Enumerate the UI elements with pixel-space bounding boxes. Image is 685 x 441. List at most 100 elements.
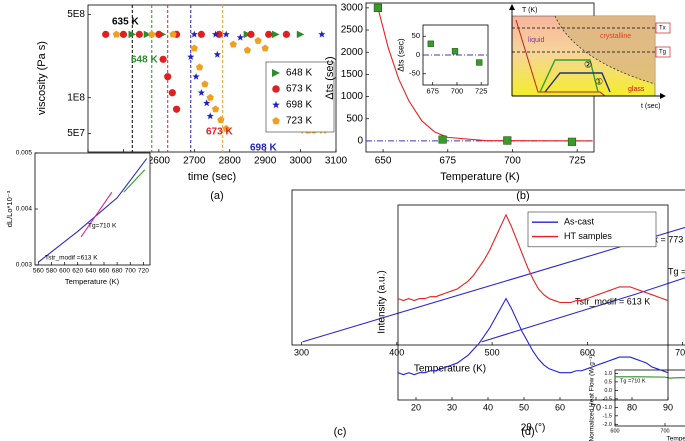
marker	[187, 53, 195, 60]
series-line	[377, 7, 593, 142]
marker	[190, 44, 198, 52]
x-tick-label: 640	[85, 268, 96, 275]
tg-box	[655, 46, 671, 58]
y-tick-label: 0.003	[16, 262, 33, 269]
x-tick-label: 2800	[219, 156, 242, 167]
x-tick-label: 80	[627, 402, 637, 412]
t-axis-arrow	[509, 4, 515, 10]
x-tick-label: 650	[375, 156, 392, 167]
panel-label: (d)	[521, 426, 534, 438]
marker	[438, 135, 447, 144]
plot-area	[373, 3, 593, 146]
x-tick-label: 700	[451, 87, 464, 96]
marker	[217, 116, 225, 124]
plot-area	[37, 158, 148, 263]
marker	[190, 30, 198, 38]
panel-label: (b)	[516, 190, 529, 202]
plot-area	[302, 226, 685, 343]
annotation: Tx = 773 K	[648, 234, 685, 244]
y-axis-label: Normalized Heat Flow (W g⁻¹)	[589, 354, 596, 441]
x-tick-label: 720	[138, 268, 149, 275]
marker	[427, 40, 434, 47]
x-tick-label: 675	[439, 156, 456, 167]
x-tick-label: 70	[591, 402, 601, 412]
x-tick-label: 620	[72, 268, 83, 275]
x-axis-label: 2θ (°)	[521, 423, 546, 434]
plot-area	[398, 213, 668, 376]
series-line	[481, 277, 685, 343]
marker	[164, 73, 172, 81]
c-curve	[554, 15, 656, 85]
y-tick-label: 1E8	[67, 92, 85, 103]
x-tick-label: 3100	[325, 156, 348, 167]
series-line	[37, 158, 148, 263]
marker	[236, 33, 244, 41]
x-tick-label: 600	[580, 347, 595, 357]
schematic: T (K) t (sec) liquid crystalline glass T…	[509, 4, 671, 110]
plot-frame	[397, 204, 669, 401]
x-tick-label: 675	[426, 87, 439, 96]
legend-label: 723 K	[286, 116, 312, 127]
legend-label: As-cast	[564, 217, 595, 227]
level-label: Tg	[659, 50, 666, 56]
marker	[211, 105, 220, 113]
tx-box	[655, 22, 671, 34]
path-1	[544, 72, 611, 93]
x-tick-label: 40	[483, 402, 493, 412]
annotation: 635 K	[112, 17, 139, 28]
legend-label: 698 K	[286, 100, 312, 111]
marker	[197, 30, 205, 38]
plot-frame	[87, 4, 337, 153]
x-tick-label: 30	[447, 402, 457, 412]
marker	[567, 137, 577, 146]
x-tick-label: 680	[112, 268, 123, 275]
annotation: 648 K	[131, 55, 158, 66]
y-tick-label: 500	[346, 113, 363, 124]
y-tick-label: 50	[412, 31, 420, 40]
x-tick-label: 3000	[289, 156, 312, 167]
y-tick-label: 0	[416, 50, 420, 59]
x-axis-label: Temperature (K)	[65, 277, 120, 286]
chart: 650 675 700 725050010001500200025003000Temp…	[324, 3, 595, 183]
annotation: Tstr_modif =613 K	[45, 255, 98, 262]
x-axis-label: Temperature (K)	[414, 364, 486, 375]
series-line	[398, 297, 668, 376]
marker	[211, 30, 220, 38]
chart: 675 700 725 -50 0 50 Δts (sec)	[395, 24, 489, 96]
marker	[254, 37, 262, 44]
x-tick-label: 2600	[148, 156, 171, 167]
x-tick-label: 60	[555, 402, 565, 412]
path-2	[539, 59, 599, 93]
path-quench	[515, 19, 606, 97]
y-tick-label: 0	[357, 136, 363, 147]
marker	[261, 44, 269, 52]
x-tick-label: 50	[519, 402, 529, 412]
x-axis-label: Temperature (K)	[667, 436, 685, 441]
y-tick-label: -2.0	[603, 422, 612, 428]
region-label: liquid	[528, 37, 544, 44]
legend-label: HT samples	[564, 231, 612, 241]
x-tick-label: 560	[33, 268, 44, 275]
y-axis-label: viscosity (Pa s)	[36, 41, 48, 115]
x-tick-label: 2900	[254, 156, 277, 167]
series-line	[80, 191, 113, 238]
x-tick-label: 700	[675, 347, 685, 357]
x-tick-label: 700	[660, 428, 669, 434]
marker	[476, 59, 483, 66]
x-tick-label: 600	[610, 428, 619, 434]
marker	[169, 30, 177, 38]
x-axis-label: Temperature (K)	[440, 171, 519, 183]
schematic-y-label: T (K)	[522, 7, 537, 14]
x-tick-label: 2700	[183, 156, 206, 167]
y-tick-label: 0.5	[604, 379, 612, 385]
y-tick-label: 1000	[341, 91, 364, 102]
marker	[272, 85, 280, 93]
marker	[503, 136, 512, 145]
marker	[148, 30, 156, 38]
annotation: Tg=710 K	[88, 223, 117, 230]
y-tick-label: 0.0	[604, 388, 612, 394]
marker	[247, 30, 255, 38]
marker	[203, 99, 211, 107]
marker	[119, 30, 128, 38]
